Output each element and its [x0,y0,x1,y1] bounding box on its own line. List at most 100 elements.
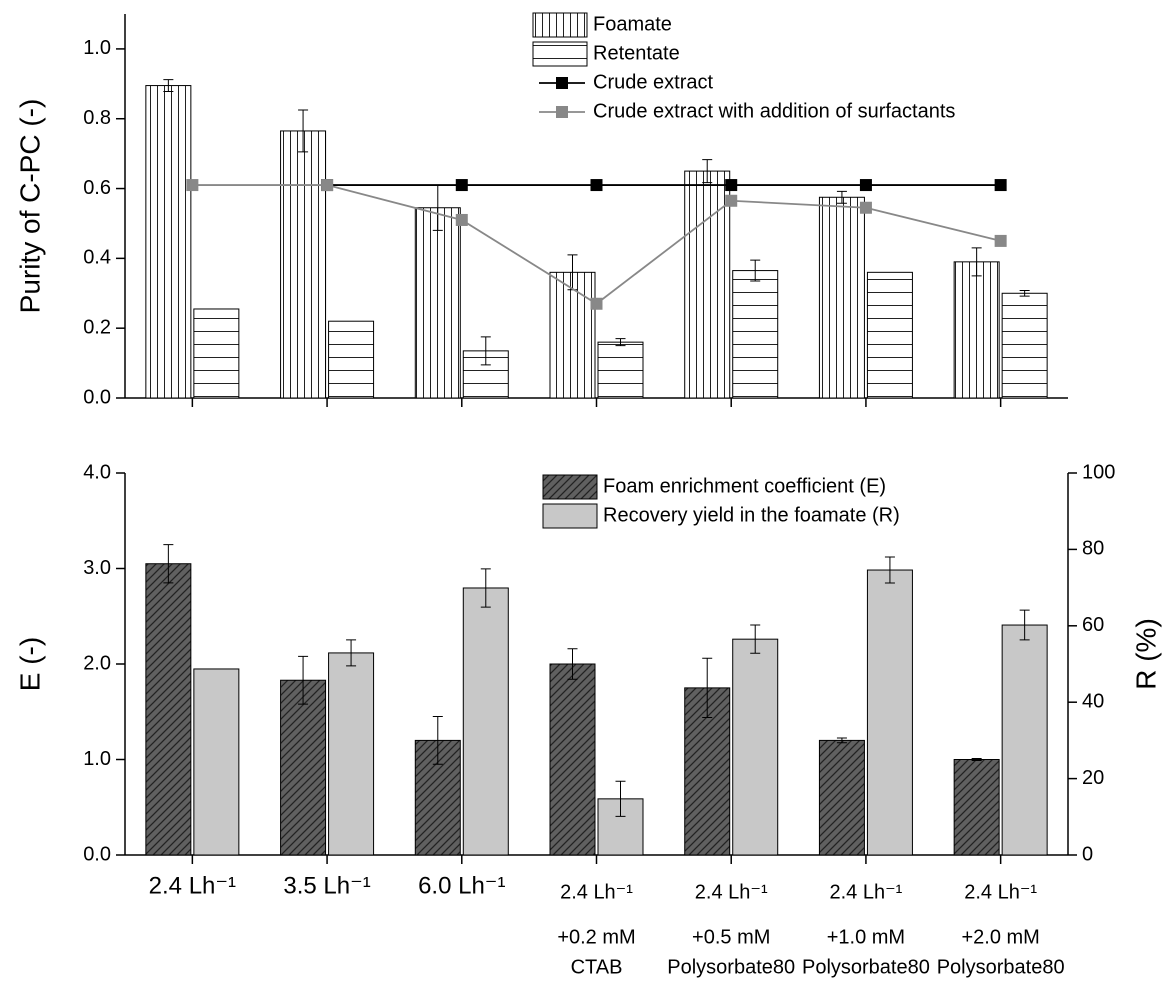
bar [953,759,1000,856]
bar [684,170,731,399]
bar [280,679,327,856]
legend-swatch [532,12,588,38]
legend-label: Crude extract [593,71,713,93]
bar [193,308,240,399]
bar [549,271,596,399]
legend-marker [556,106,568,118]
x-tick-label: +1.0 mM [827,926,905,948]
bar [549,663,596,856]
x-tick-label: 3.5 Lh⁻¹ [283,872,370,899]
error-bar [836,737,847,744]
y-tick-label: 60 [1082,614,1104,636]
error-bar [884,556,895,584]
bar [462,587,509,856]
legend-swatch [532,41,588,67]
marker [590,179,603,192]
x-tick-label: Polysorbate80 [667,956,795,978]
y-axis-title: Purity of C-PC (-) [14,99,45,314]
marker [725,194,738,207]
error-bar [346,639,357,667]
marker [321,179,334,192]
x-tick-label: 2.4 Lh⁻¹ [830,881,903,903]
error-bar [702,159,713,184]
marker [590,297,603,310]
error-bar [750,624,761,654]
legend-marker [556,77,568,89]
bar [597,341,644,399]
error-bar [567,648,578,680]
error-bar [432,716,443,765]
error-bar [480,336,491,366]
y-tick-label: 0.0 [83,843,111,865]
legend-label: Retentate [593,42,680,64]
x-tick-label: 6.0 Lh⁻¹ [418,872,505,899]
y-tick-label: 1.0 [83,37,111,59]
y-tick-label: 0.2 [83,316,111,338]
error-bar [1019,609,1030,641]
legend-label: Recovery yield in the foamate (R) [603,504,900,526]
marker [994,234,1007,247]
x-tick-label: Polysorbate80 [802,956,930,978]
x-tick-label: CTAB [571,956,623,978]
legend-label: Crude extract with addition of surfactan… [593,100,955,122]
error-bar [163,79,174,92]
x-tick-label: +0.5 mM [692,926,770,948]
marker [859,201,872,214]
error-bar [750,259,761,282]
bar [145,563,192,856]
bar [414,207,461,399]
y-tick-label: 3.0 [83,557,111,579]
x-tick-label: 2.4 Lh⁻¹ [149,872,236,899]
legend-swatch [542,503,598,529]
marker [455,179,468,192]
bar [1001,292,1048,399]
bar [732,638,779,856]
error-bar [971,247,982,277]
error-bar [615,338,626,347]
y-tick-label: 0.8 [83,107,111,129]
error-bar [480,568,491,608]
legend-label: Foamate [593,13,672,35]
marker [994,179,1007,192]
y-tick-label: 2.0 [83,652,111,674]
marker [859,179,872,192]
y-tick-label: 20 [1082,767,1104,789]
x-tick-label: 2.4 Lh⁻¹ [560,881,633,903]
bar [818,196,865,399]
y-tick-label: 4.0 [83,461,111,483]
x-tick-label: 2.4 Lh⁻¹ [695,881,768,903]
y-tick-label: 0.0 [83,386,111,408]
y-tick-label: 40 [1082,690,1104,712]
y-tick-label: 0.6 [83,177,111,199]
error-bar [163,544,174,584]
y-tick-label: 0.4 [83,247,111,269]
error-bar [298,655,309,705]
y-tick-label: 80 [1082,538,1104,560]
bar [193,668,240,856]
bar [866,569,913,856]
error-bar [615,780,626,817]
error-bar [298,109,309,153]
bar [145,85,192,399]
marker [455,213,468,226]
legend-swatch [542,474,598,500]
bar [818,739,865,856]
error-bar [1019,289,1030,297]
marker [186,179,199,192]
error-bar [971,758,982,761]
error-bar [702,657,713,718]
x-tick-label: +0.2 mM [557,926,635,948]
y-tick-label: 1.0 [83,748,111,770]
bar [1001,624,1048,856]
y-tick-label: 0 [1082,843,1093,865]
bar [328,320,375,399]
bar [953,261,1000,399]
bar [732,270,779,399]
y-tick-label: 100 [1082,461,1115,483]
error-bar [836,190,847,204]
x-tick-label: +2.0 mM [961,926,1039,948]
y2-axis-title: R (%) [1130,618,1161,690]
x-tick-label: Polysorbate80 [937,956,1065,978]
